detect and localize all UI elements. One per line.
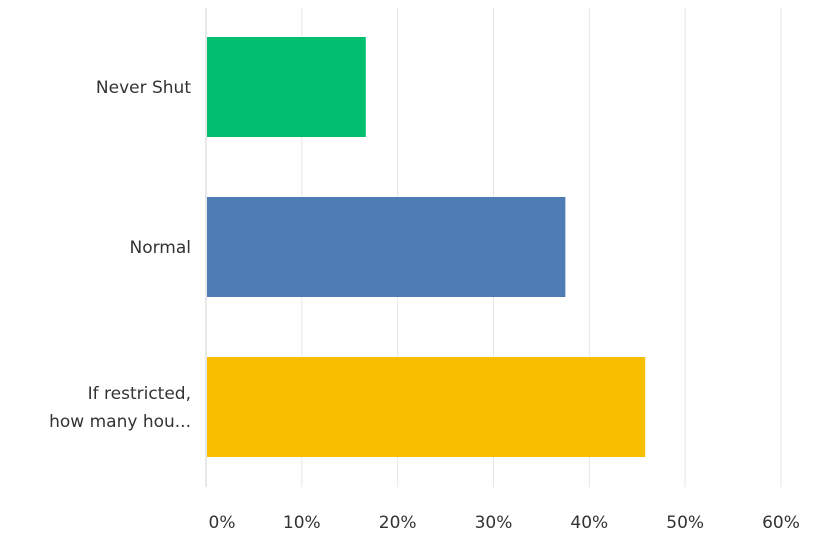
category-label-line: how many hou... [49,412,191,432]
x-tick-label: 0% [209,513,236,533]
x-tick-label: 40% [570,513,608,533]
x-tick-label: 10% [283,513,321,533]
x-tick-label: 30% [475,513,513,533]
category-label-line: Normal [129,238,191,258]
x-tick-label: 20% [379,513,417,533]
x-tick-label: 60% [762,513,800,533]
category-label: Never Shut [96,78,191,98]
category-label-line: If restricted, [88,384,191,404]
bar[interactable] [207,357,646,457]
category-label: Normal [129,238,191,258]
category-label: If restricted, how many hou... [49,384,191,432]
bar[interactable] [207,197,566,297]
bars [207,37,646,457]
category-label-line: Never Shut [96,78,191,98]
bar[interactable] [207,37,366,137]
x-tick-label: 50% [666,513,704,533]
category-labels: Never Shut Normal If restricted, how many h… [49,78,191,432]
x-tick-labels: 0% 10% 20% 30% 40% 50% 60% [209,513,800,533]
